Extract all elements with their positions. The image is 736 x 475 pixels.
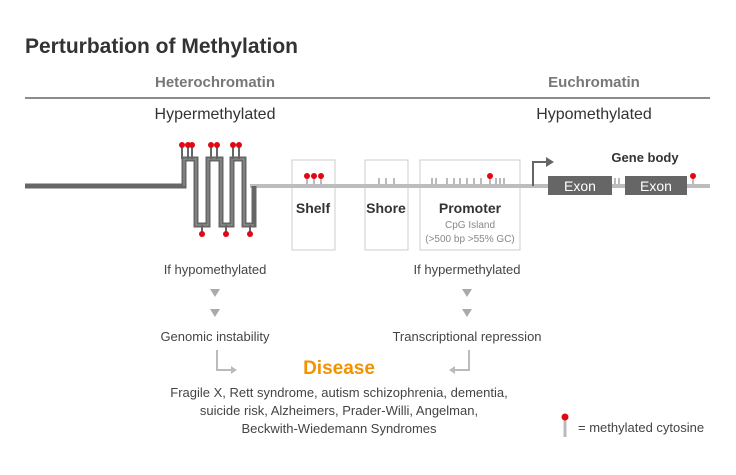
methylated-cytosine-dot [214,142,220,148]
methylated-cytosine-dot [179,142,185,148]
methylated-cytosine-dot [690,173,696,179]
gene-body-label: Gene body [611,150,679,165]
disease-line-1: Fragile X, Rett syndrome, autism schizop… [170,385,507,400]
shore-label: Shore [366,200,406,216]
disease-line-3: Beckwith-Wiedemann Syndromes [241,421,437,436]
heterochromatin-header: Heterochromatin [155,74,275,91]
heterochromatin-coil [25,156,257,228]
elbow-arrow-left-icon [449,350,470,374]
hypermethylated-label: Hypermethylated [155,106,276,123]
methylated-cytosine-legend-icon [561,413,569,437]
promoter-label: Promoter [439,200,502,216]
promoter-box [419,159,521,251]
methylated-cytosine-dot [304,173,310,179]
hypomethylated-label: Hypomethylated [536,106,652,123]
shore-box [364,159,409,251]
transcription-start-arrow-icon [532,157,554,186]
methylated-cytosine-dot [311,173,317,179]
exon-1 [548,176,612,195]
euchromatin-header: Euchromatin [548,74,640,91]
exon-2-label: Exon [640,178,672,194]
cpg-island-label: CpG Island [445,220,495,231]
legend-label: = methylated cytosine [578,420,704,435]
shelf-label: Shelf [296,200,331,216]
methylated-cytosine-dot [223,231,229,237]
methylated-cytosine-dot [208,142,214,148]
methylated-cytosine-dot [487,173,493,179]
methylated-cytosine-pins [179,142,696,237]
if-hypermethylated-label: If hypermethylated [414,262,521,277]
exon-2 [625,176,687,195]
methylated-cytosine-dot [230,142,236,148]
disease-line-2: suicide risk, Alzheimers, Prader-Willi, … [200,403,478,418]
methylated-cytosine-dot [236,142,242,148]
elbow-arrow-right-icon [216,350,237,374]
disease-title: Disease [303,358,375,379]
flow-down-arrows-icon [210,289,472,317]
methylated-cytosine-dot [199,231,205,237]
cpg-criteria-label: (>500 bp >55% GC) [425,234,515,245]
methylated-cytosine-dot [247,231,253,237]
genomic-instability-label: Genomic instability [160,329,270,344]
page-title: Perturbation of Methylation [25,35,298,58]
transcriptional-repression-label: Transcriptional repression [392,329,541,344]
if-hypomethylated-label: If hypomethylated [164,262,267,277]
methylated-cytosine-dot [189,142,195,148]
exon-1-label: Exon [564,178,596,194]
methylated-cytosine-dot [318,173,324,179]
